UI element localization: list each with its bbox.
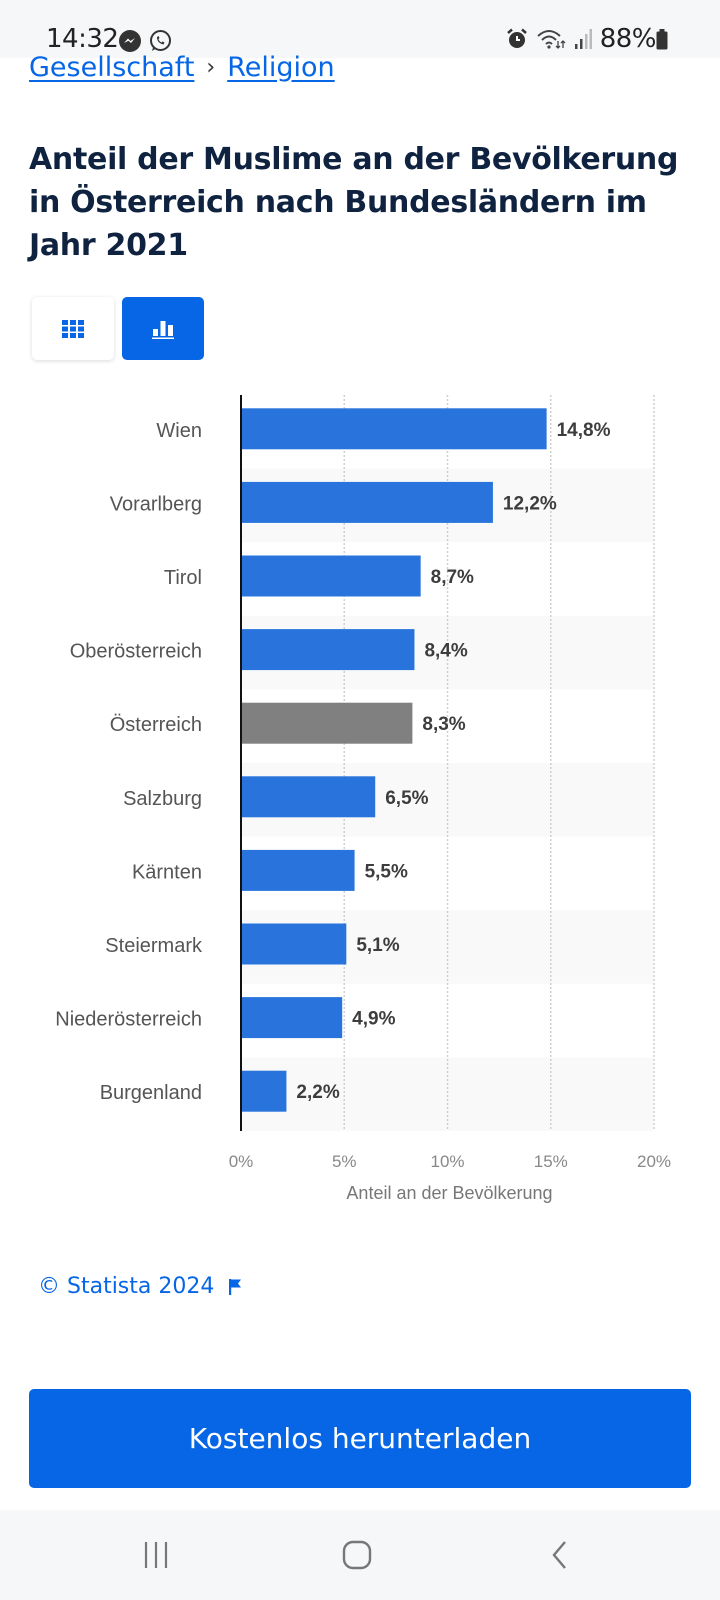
- category-label: Salzburg: [123, 788, 202, 810]
- category-label: Österreich: [110, 714, 202, 736]
- breadcrumb: Gesellschaft › Religion: [29, 52, 335, 83]
- row-band: [241, 1057, 654, 1131]
- breadcrumb-separator: ›: [206, 55, 216, 80]
- status-bar: 14:32 88%: [0, 0, 720, 58]
- value-label: 5,1%: [356, 935, 399, 956]
- category-label: Vorarlberg: [110, 493, 202, 515]
- status-time: 14:32: [46, 24, 119, 54]
- value-label: 8,4%: [424, 641, 467, 662]
- bar-chart: Wien Vorarlberg Tirol Oberösterreich Österre…: [55, 395, 671, 1203]
- value-label: 14,8%: [557, 420, 611, 441]
- table-grid-icon: [62, 319, 84, 338]
- value-label: 5,5%: [365, 861, 408, 882]
- x-tick-label: 20%: [637, 1152, 671, 1171]
- status-icons: 88%: [506, 24, 668, 54]
- battery-percent: 88%: [599, 24, 657, 54]
- copyright-text: © Statista 2024: [38, 1274, 215, 1299]
- bar: [241, 702, 413, 744]
- back-button[interactable]: [530, 1532, 590, 1578]
- home-icon: [342, 1540, 372, 1570]
- bar: [241, 997, 343, 1039]
- bar: [241, 776, 376, 818]
- view-toggle: [32, 297, 204, 360]
- whatsapp-icon: [150, 30, 171, 51]
- category-label: Steiermark: [105, 935, 203, 957]
- chart-view-button[interactable]: [122, 297, 204, 360]
- home-button[interactable]: [327, 1532, 387, 1578]
- system-nav-bar: [0, 1510, 720, 1600]
- category-label: Niederösterreich: [55, 1009, 202, 1031]
- back-icon: [552, 1541, 566, 1569]
- table-view-button[interactable]: [32, 297, 114, 360]
- x-tick-label: 5%: [332, 1152, 357, 1171]
- category-label: Wien: [156, 420, 202, 442]
- bar: [241, 1070, 287, 1112]
- x-tick-label: 10%: [430, 1152, 464, 1171]
- category-label: Tirol: [164, 567, 202, 589]
- bar: [241, 408, 547, 450]
- wifi-icon: [537, 30, 566, 49]
- messenger-icon: [119, 30, 141, 52]
- value-label: 8,7%: [431, 567, 474, 588]
- category-label: Burgenland: [100, 1082, 202, 1104]
- x-axis-title: Anteil an der Bevölkerung: [346, 1183, 552, 1203]
- x-tick-label: 0%: [229, 1152, 254, 1171]
- recent-apps-icon: [144, 1542, 168, 1568]
- battery-icon: [656, 29, 668, 50]
- flag-icon[interactable]: [228, 1278, 242, 1296]
- bar: [241, 629, 415, 671]
- alarm-icon: [506, 28, 527, 48]
- recent-apps-button[interactable]: [126, 1532, 186, 1578]
- category-label: Oberösterreich: [70, 641, 202, 663]
- bar: [241, 481, 493, 523]
- value-label: 12,2%: [503, 493, 557, 514]
- bar-chart-icon: [152, 320, 174, 339]
- breadcrumb-link-religion[interactable]: Religion: [227, 52, 335, 83]
- bar: [241, 923, 347, 965]
- page-title: Anteil der Muslime an der Bevölkerung in…: [29, 142, 679, 263]
- value-label: 4,9%: [352, 1009, 395, 1030]
- breadcrumb-link-gesellschaft[interactable]: Gesellschaft: [29, 52, 195, 83]
- x-tick-label: 15%: [534, 1152, 568, 1171]
- signal-icon: [574, 29, 592, 49]
- download-button[interactable]: Kostenlos herunterladen: [29, 1389, 691, 1488]
- value-label: 6,5%: [385, 788, 428, 809]
- copyright-link[interactable]: © Statista 2024: [38, 1274, 242, 1299]
- value-label: 2,2%: [296, 1082, 339, 1103]
- bar: [241, 555, 421, 597]
- value-label: 8,3%: [422, 714, 465, 735]
- bar: [241, 849, 355, 891]
- category-label: Kärnten: [132, 861, 202, 883]
